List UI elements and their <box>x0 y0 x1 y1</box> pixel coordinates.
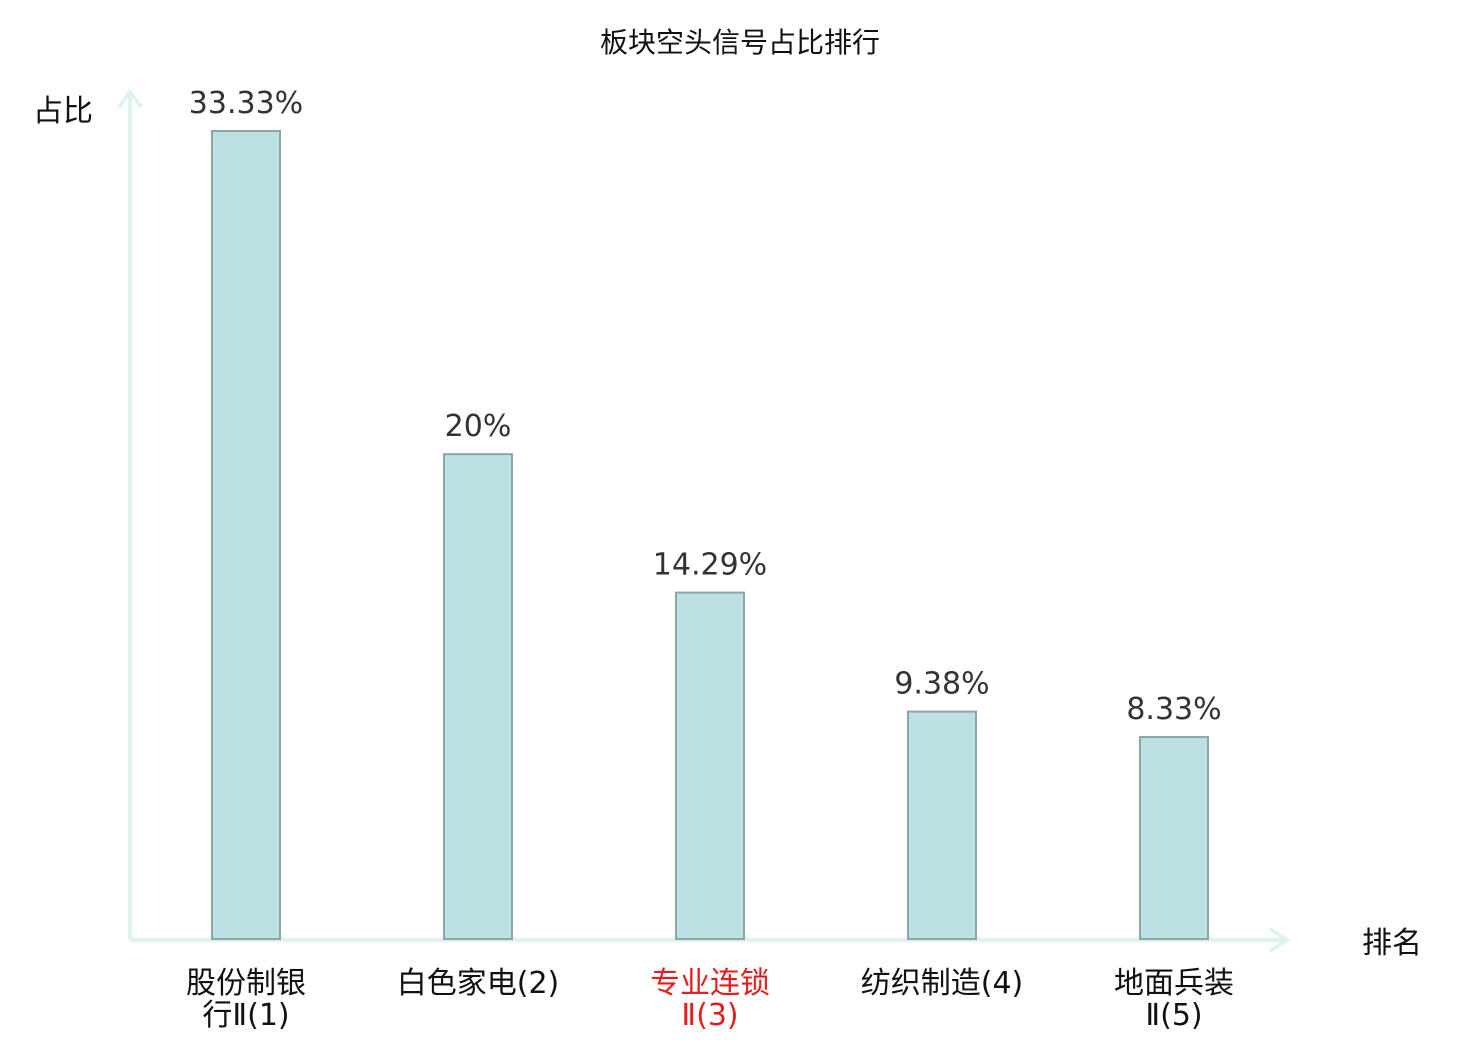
category-label-line: 纺织制造(4) <box>861 966 1024 1001</box>
x-axis-label: 排名 <box>1362 926 1422 961</box>
category-label-3: 专业连锁 Ⅱ(3) <box>650 966 770 1033</box>
chart-title: 板块空头信号占比排行 <box>600 26 880 59</box>
x-axis-arrow-icon <box>1268 927 1291 953</box>
category-label-4: 纺织制造(4) <box>861 966 1024 1001</box>
category-label-line: Ⅱ(5) <box>1145 998 1202 1033</box>
category-label-line: 地面兵装 <box>1114 966 1234 1001</box>
value-label-5: 8.33% <box>1126 692 1221 727</box>
category-label-line: 专业连锁 <box>650 966 770 1001</box>
value-label-1: 33.33% <box>189 86 303 121</box>
category-label-line: 行Ⅱ(1) <box>202 998 289 1033</box>
category-label-line: 白色家电(2) <box>397 966 560 1001</box>
value-label-2: 20% <box>445 409 512 444</box>
y-axis-label: 占比 <box>33 94 93 129</box>
bar-2 <box>443 453 513 940</box>
bar-5 <box>1139 736 1209 940</box>
y-axis-arrow-icon <box>117 88 143 109</box>
bar-3 <box>675 591 745 940</box>
category-label-2: 白色家电(2) <box>397 966 560 1001</box>
category-label-line: Ⅱ(3) <box>681 998 738 1033</box>
category-label-group: 股份制银行Ⅱ(1) 白色家电(2) 专业连锁 Ⅱ(3) 纺织制造(4) 地面兵装 Ⅱ(5) <box>186 966 1234 1033</box>
value-label-4: 9.38% <box>894 667 989 702</box>
bar-group <box>211 130 1209 941</box>
value-label-3: 14.29% <box>653 548 767 583</box>
category-label-5: 地面兵装 Ⅱ(5) <box>1114 966 1234 1033</box>
category-label-line: 股份制银 <box>186 966 306 1001</box>
bar-1 <box>211 130 281 940</box>
category-label-1: 股份制银行Ⅱ(1) <box>186 966 306 1033</box>
value-label-group: 33.33% 20% 14.29% 9.38% 8.33% <box>189 86 1222 727</box>
bar-4 <box>907 710 977 941</box>
